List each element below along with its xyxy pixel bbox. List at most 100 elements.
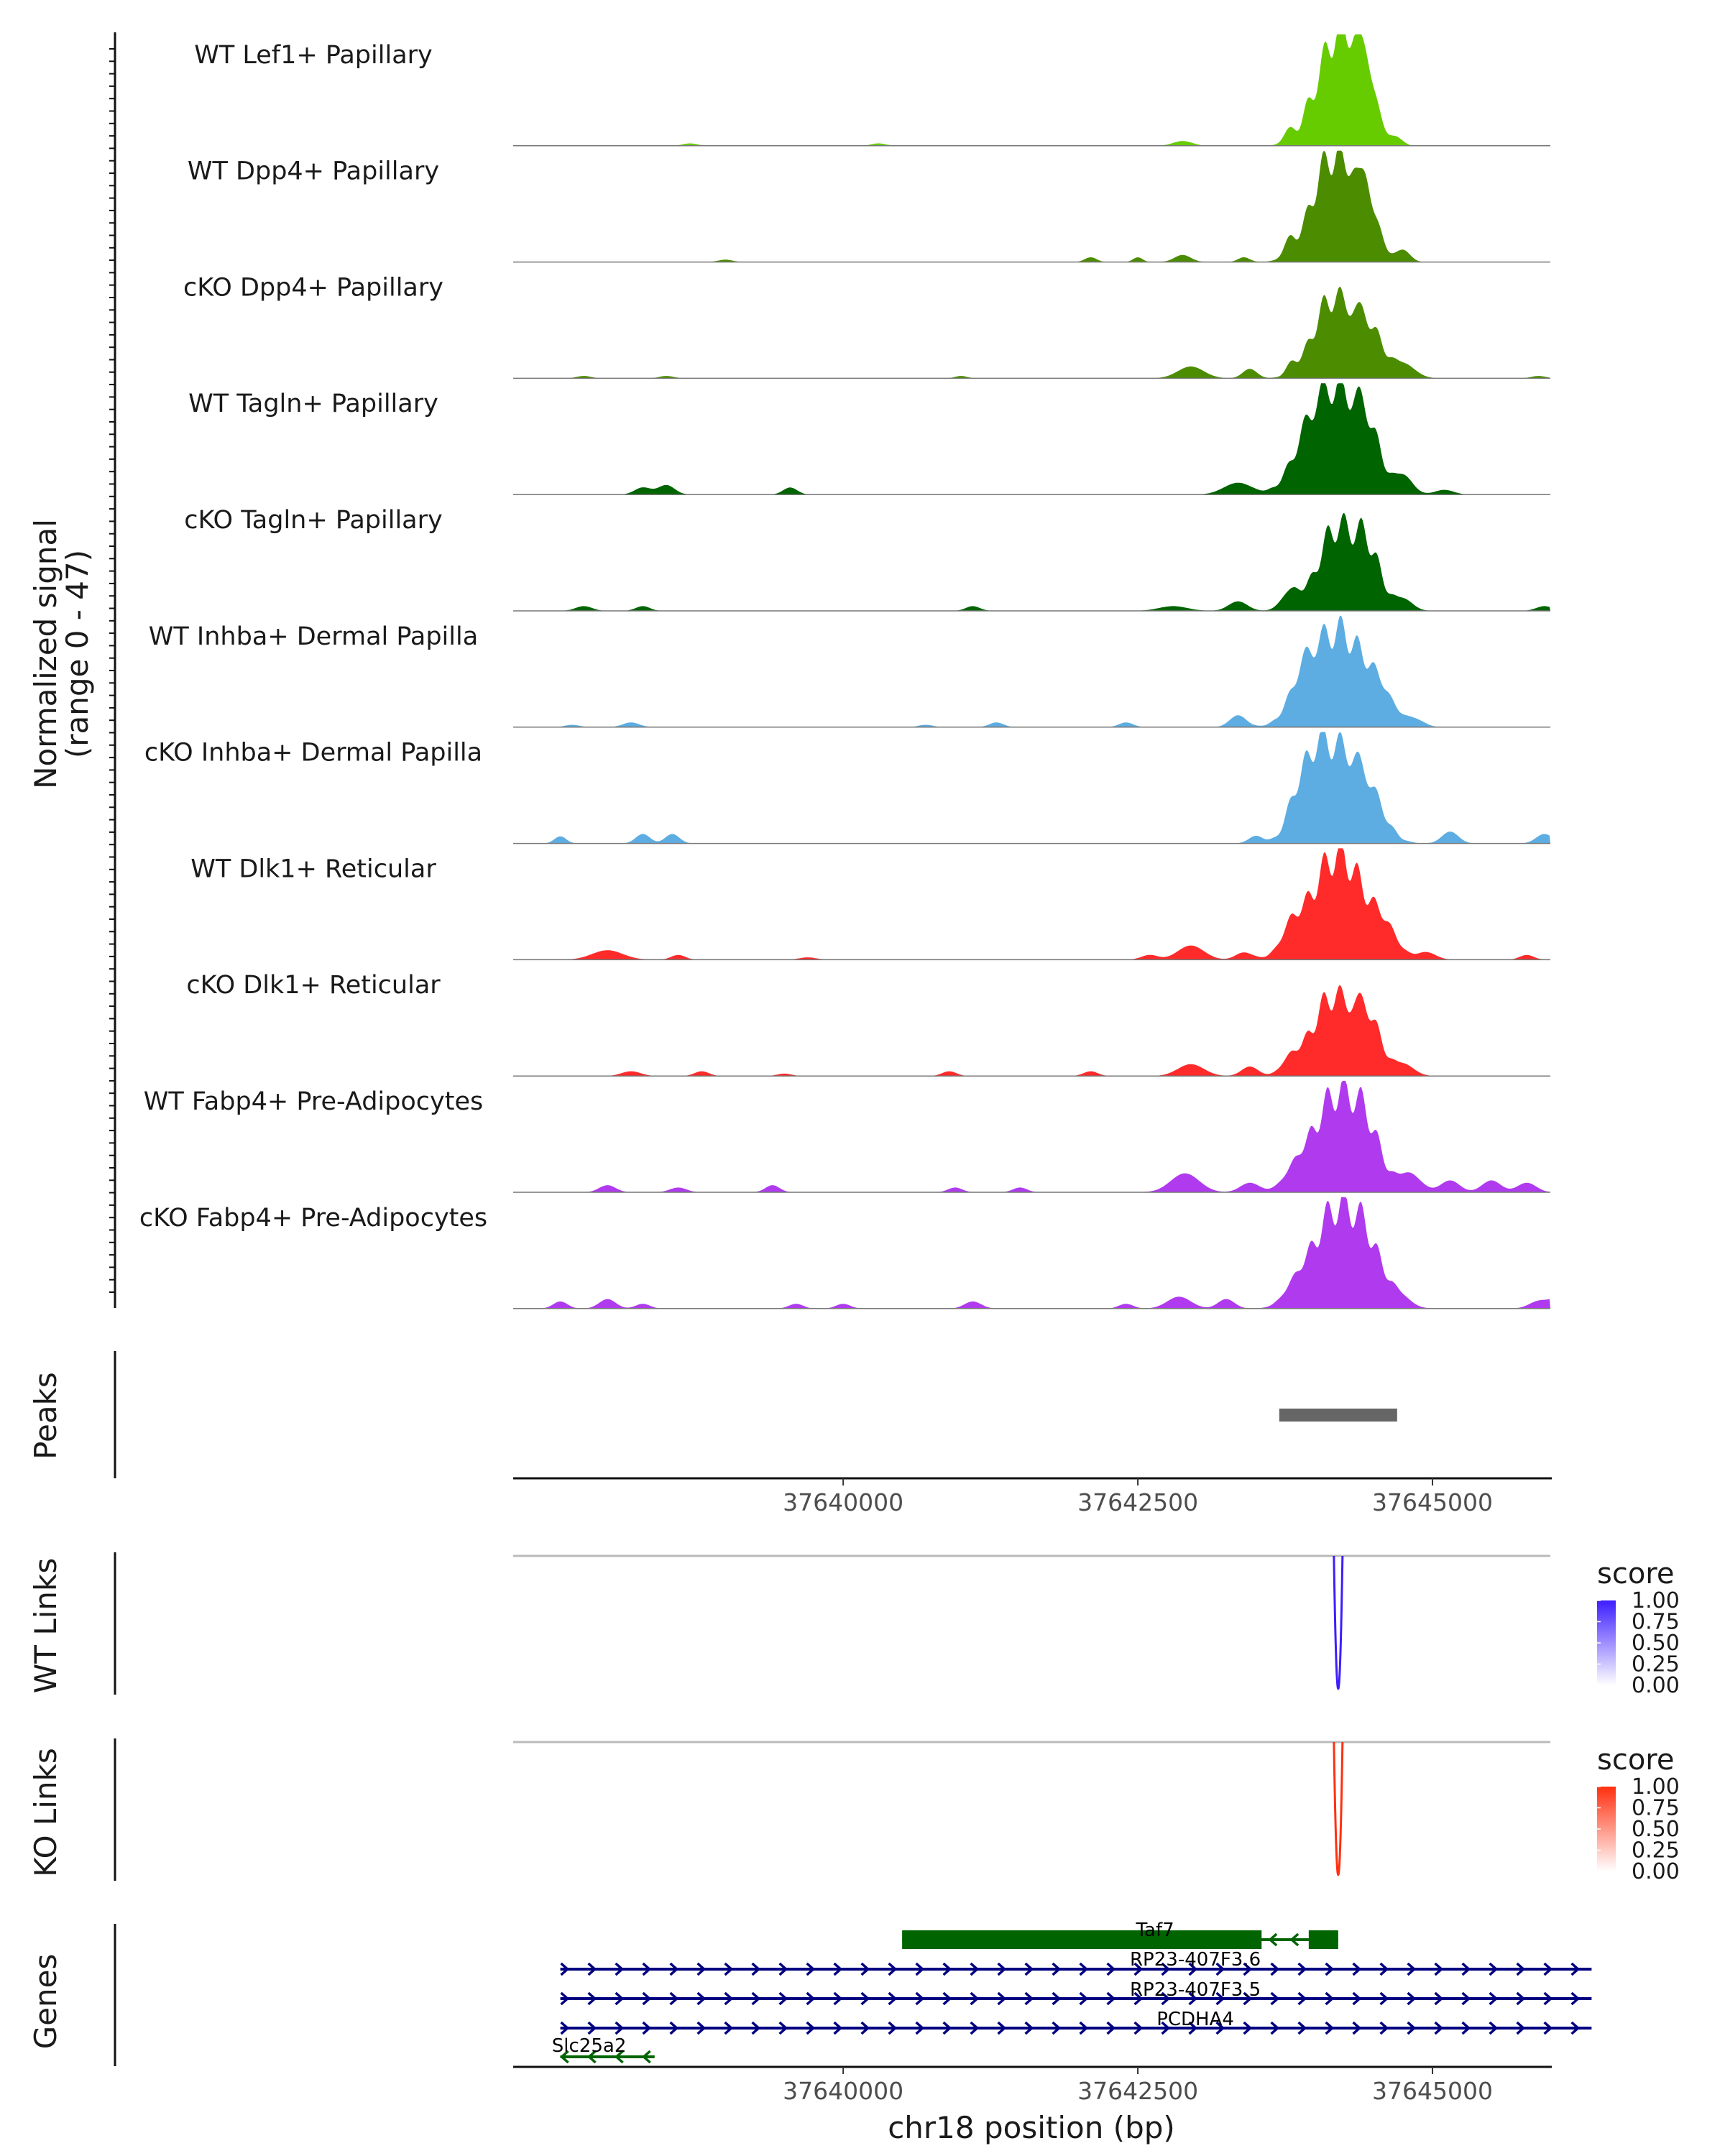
coverage-track: WT Lef1+ Papillary: [194, 34, 1550, 147]
strand-chevron: [724, 2021, 734, 2035]
coverage-tracks: WT Lef1+ Papillary WT Dpp4+ Papillary cKO …: [139, 34, 1550, 1309]
strand-chevron: [888, 1991, 898, 2006]
strand-chevron: [1516, 1991, 1526, 2006]
ko-links-label: KO Links: [28, 1748, 63, 1877]
strand-chevron: [587, 1962, 597, 1976]
strand-chevron: [669, 1962, 679, 1976]
gene-label: Taf7: [1135, 1920, 1174, 1941]
gene: RP23-407F3.5: [560, 1979, 1592, 2006]
strand-chevron: [751, 1991, 761, 2006]
strand-chevron: [1461, 1991, 1471, 2006]
coverage-track: WT Tagln+ Papillary: [188, 383, 1550, 495]
x-tick-label: 37640000: [783, 2077, 903, 2105]
x-tick-label: 37642500: [1077, 2077, 1198, 2105]
genes-x-axis: 37640000 37642500 37645000: [513, 2065, 1552, 2105]
strand-chevron: [587, 1991, 597, 2006]
strand-chevron: [806, 1991, 816, 2006]
genes-label: Genes: [28, 1954, 63, 2050]
strand-chevron: [724, 1962, 734, 1976]
coverage-ylabel-line2: (range 0 - 47): [60, 550, 95, 758]
strand-chevron: [1188, 1991, 1198, 2006]
strand-chevron: [1133, 1962, 1144, 1976]
strand-chevron: [860, 2021, 870, 2035]
strand-chevron: [1052, 2021, 1062, 2035]
x-tick-label: 37645000: [1372, 2077, 1493, 2105]
x-tick-label: 37645000: [1372, 1488, 1493, 1516]
legend-title: score: [1597, 1557, 1674, 1590]
strand-chevron: [915, 1962, 925, 1976]
strand-chevron: [560, 1991, 570, 2006]
coverage-track-label: cKO Inhba+ Dermal Papilla: [144, 739, 482, 768]
strand-chevron: [1407, 1991, 1417, 2006]
strand-chevron: [642, 1991, 652, 2006]
strand-chevron: [806, 2021, 816, 2035]
coverage-y-axis: [109, 32, 116, 1308]
coverage-area: [513, 150, 1550, 262]
strand-chevron: [1379, 1962, 1389, 1976]
gene-label: PCDHA4: [1156, 2009, 1234, 2030]
peaks-track: [114, 1351, 1397, 1478]
strand-chevron: [1407, 1962, 1417, 1976]
strand-chevron: [1024, 1962, 1034, 1976]
coverage-track-label: cKO Dpp4+ Papillary: [183, 273, 443, 302]
legend-label: 0.25: [1632, 1838, 1680, 1864]
strand-chevron: [669, 1991, 679, 2006]
strand-chevron: [1289, 1932, 1300, 1947]
coverage-area: [513, 732, 1550, 844]
strand-chevron: [1079, 2021, 1089, 2035]
strand-chevron: [1352, 1962, 1362, 1976]
coverage-area: [513, 848, 1550, 960]
strand-chevron: [1543, 2021, 1553, 2035]
strand-chevron: [615, 2021, 625, 2035]
strand-chevron: [1161, 1962, 1171, 1976]
strand-chevron: [1215, 1962, 1225, 1976]
strand-chevron: [642, 1962, 652, 1976]
strand-chevron: [970, 1991, 980, 2006]
legend-title: score: [1597, 1743, 1674, 1777]
strand-chevron: [1379, 1991, 1389, 2006]
strand-chevron: [559, 2050, 569, 2064]
strand-chevron: [1461, 1962, 1471, 1976]
strand-chevron: [1133, 2021, 1144, 2035]
legend-label: 1.00: [1632, 1774, 1680, 1800]
strand-chevron: [1297, 2021, 1307, 2035]
strand-chevron: [1243, 1962, 1253, 1976]
coverage-track-label: cKO Tagln+ Papillary: [184, 506, 443, 535]
strand-chevron: [1434, 1962, 1444, 1976]
gene-label: RP23-407F3.6: [1130, 1949, 1261, 1971]
strand-chevron: [1052, 1962, 1062, 1976]
coverage-track-label: WT Fabp4+ Pre-Adipocytes: [144, 1087, 483, 1116]
coverage-track: cKO Fabp4+ Pre-Adipocytes: [139, 1197, 1550, 1309]
strand-chevron: [696, 1991, 707, 2006]
strand-chevron: [778, 2021, 788, 2035]
strand-chevron: [587, 2021, 597, 2035]
strand-chevron: [1570, 1991, 1581, 2006]
coverage-ylabel-line1: Normalized signal: [28, 519, 63, 789]
strand-chevron: [615, 1962, 625, 1976]
strand-chevron: [1106, 2021, 1116, 2035]
strand-chevron: [1297, 1962, 1307, 1976]
coverage-track-label: cKO Fabp4+ Pre-Adipocytes: [139, 1204, 487, 1233]
legend-label: 0.50: [1632, 1817, 1680, 1842]
legend-label: 1.00: [1632, 1588, 1680, 1613]
peak-interval: [1279, 1409, 1397, 1422]
strand-chevron: [1215, 2021, 1225, 2035]
strand-chevron: [696, 1962, 707, 1976]
strand-chevron: [1161, 2021, 1171, 2035]
legend-label: 0.50: [1632, 1631, 1680, 1656]
strand-chevron: [860, 1962, 870, 1976]
strand-chevron: [1570, 2021, 1581, 2035]
strand-chevron: [641, 2050, 651, 2064]
strand-chevron: [1270, 1962, 1280, 1976]
strand-chevron: [1325, 2021, 1335, 2035]
strand-chevron: [560, 2021, 570, 2035]
coverage-area: [513, 286, 1550, 379]
link-arc: [1333, 1555, 1344, 1690]
strand-chevron: [586, 2050, 597, 2064]
strand-chevron: [1434, 1991, 1444, 2006]
strand-chevron: [1461, 2021, 1471, 2035]
coverage-area: [513, 985, 1550, 1077]
strand-chevron: [1407, 2021, 1417, 2035]
